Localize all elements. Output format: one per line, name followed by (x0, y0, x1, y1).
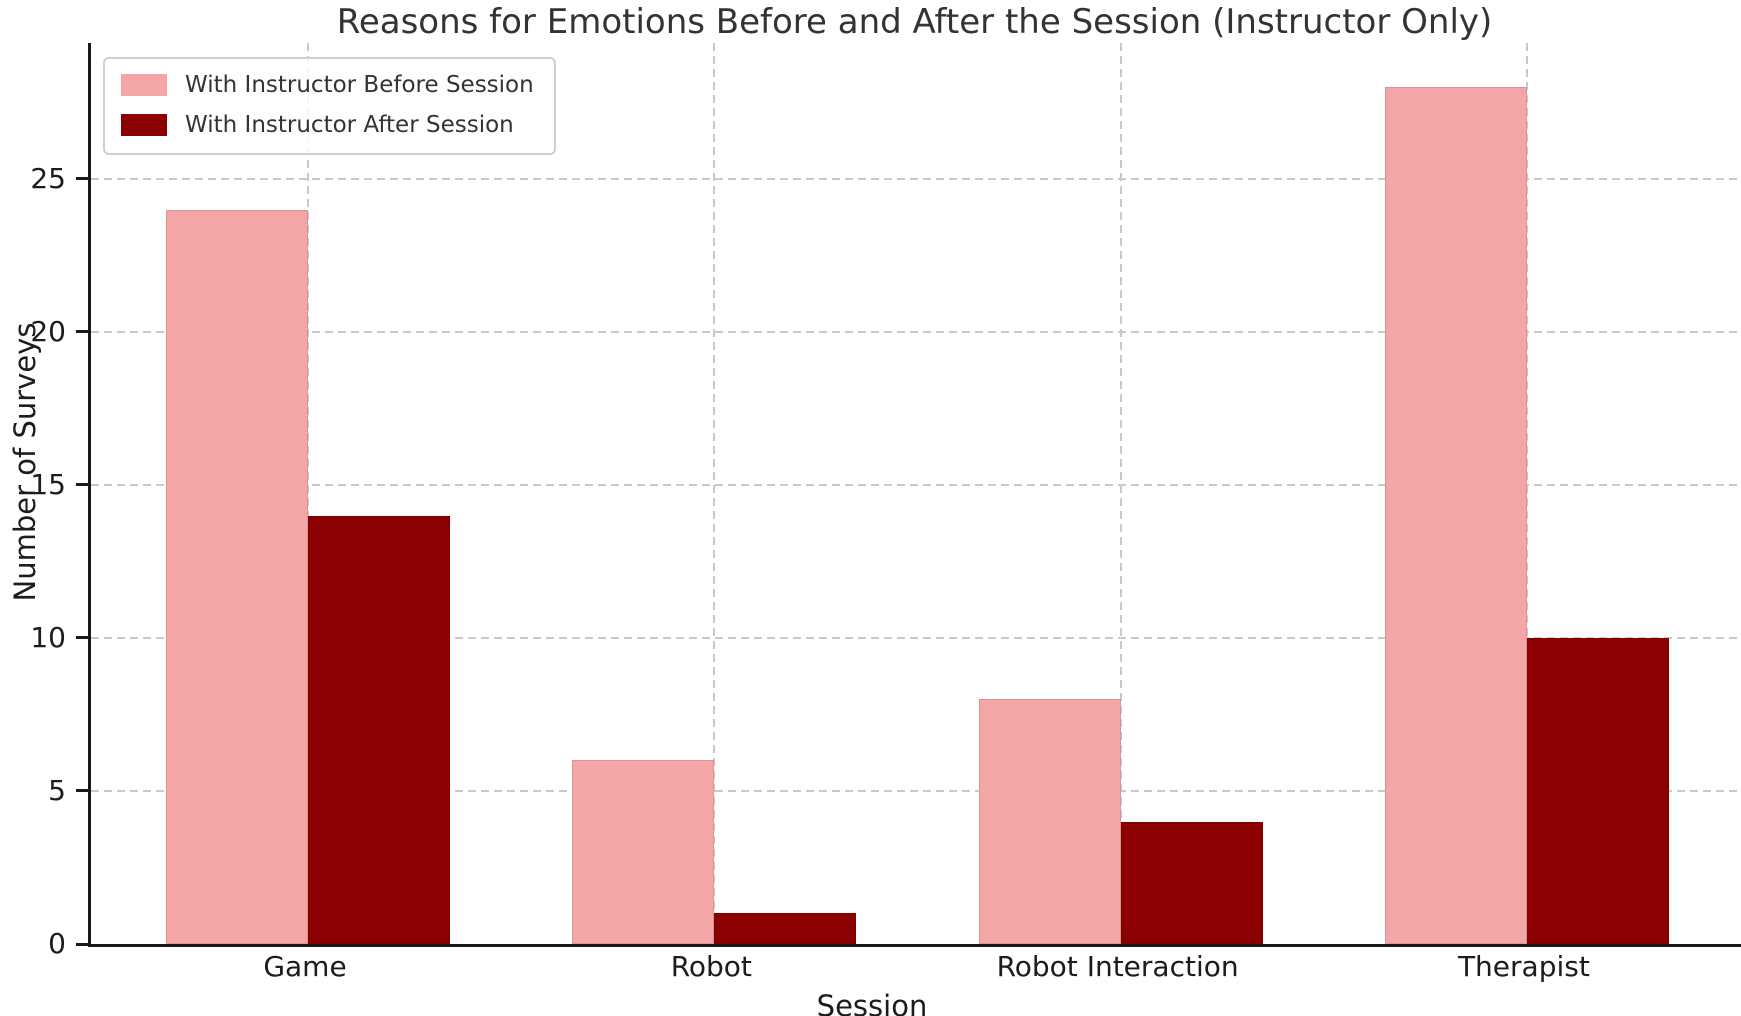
bar-game-after (308, 515, 450, 944)
x-tick-label-game: Game (263, 950, 347, 983)
gridline-vertical-robot (713, 43, 716, 944)
y-tick-mark-25 (76, 177, 88, 181)
legend-label-before: With Instructor Before Session (185, 72, 534, 98)
bar-game-before (166, 209, 308, 944)
bar-robot-after (714, 913, 857, 944)
y-tick-mark-10 (76, 636, 88, 640)
gridline-horizontal-25 (91, 177, 1741, 180)
plot-area (88, 43, 1741, 947)
legend-swatch-after (121, 114, 167, 136)
bar-robot-before (572, 760, 715, 944)
legend-entry-before: With Instructor Before Session (121, 72, 534, 98)
y-tick-label-0: 0 (48, 927, 66, 960)
y-tick-label-20: 20 (30, 314, 66, 348)
y-tick-mark-15 (76, 483, 88, 487)
y-tick-mark-20 (76, 330, 88, 334)
y-tick-label-15: 15 (30, 467, 66, 501)
y-tick-mark-5 (76, 789, 88, 793)
gridline-horizontal-10 (91, 636, 1741, 639)
legend-entry-after: With Instructor After Session (121, 112, 534, 138)
x-tick-label-robot-interaction: Robot Interaction (996, 950, 1239, 983)
gridline-vertical-robot-interaction (1119, 43, 1122, 944)
y-tick-label-5: 5 (48, 773, 66, 807)
bar-therapist-after (1526, 637, 1669, 944)
bar-therapist-before (1384, 87, 1527, 944)
y-tick-label-10: 10 (30, 620, 66, 654)
y-tick-label-25: 25 (30, 161, 66, 195)
gridline-vertical-game (307, 43, 309, 944)
gridline-horizontal-20 (91, 330, 1741, 333)
gridline-horizontal-15 (91, 483, 1741, 486)
gridline-horizontal-5 (91, 789, 1741, 792)
gridline-vertical-therapist (1525, 43, 1528, 944)
y-tick-mark-0 (76, 942, 88, 946)
x-tick-label-therapist: Therapist (1457, 950, 1590, 983)
bar-robot-interaction-before (978, 699, 1121, 944)
x-tick-label-robot: Robot (670, 950, 752, 983)
y-axis-label: Number of Surveys (8, 322, 42, 602)
chart-title: Reasons for Emotions Before and After th… (336, 2, 1493, 42)
bar-robot-interaction-after (1120, 821, 1263, 944)
legend-swatch-before (121, 74, 167, 96)
x-axis-label: Session (816, 989, 928, 1016)
legend-label-after: With Instructor After Session (185, 112, 514, 138)
legend: With Instructor Before Session With Inst… (103, 57, 556, 155)
